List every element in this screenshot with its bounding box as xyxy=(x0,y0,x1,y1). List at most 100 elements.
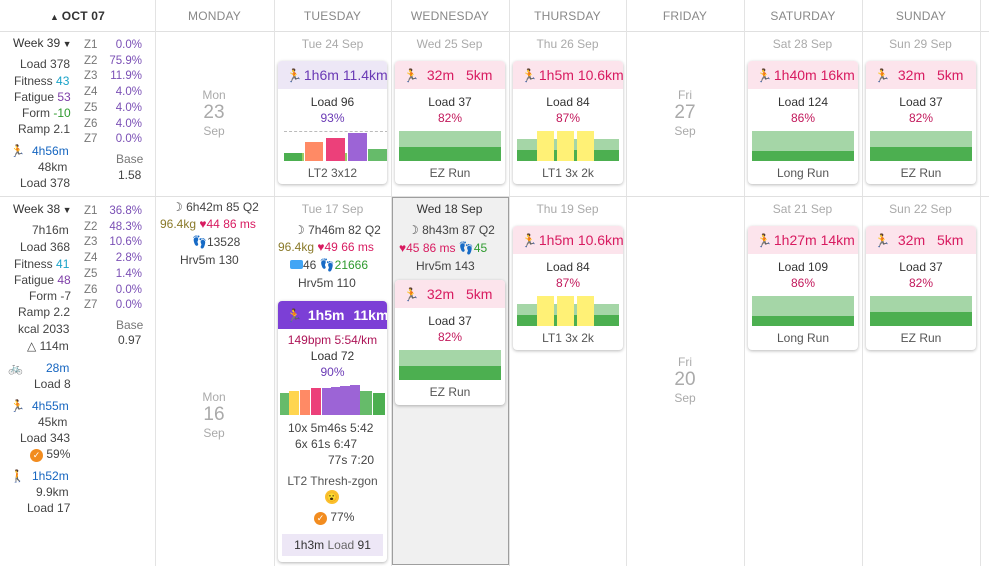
walk-distance: 9.9km xyxy=(36,485,69,499)
zone-value: 1.4% xyxy=(115,267,142,280)
date-thu-19: Thu 19 Sep xyxy=(536,202,599,216)
date-sun-22: Sun 22 Sep xyxy=(889,202,952,216)
bike-icon: 🚲 xyxy=(8,361,23,375)
activity-card-thu-19[interactable]: 🏃 1h5m 10.6km Load 84 87% LT1 3x 2k xyxy=(513,226,623,350)
run-distance: 48km xyxy=(38,160,68,174)
zone-label: Z7 xyxy=(84,133,98,146)
walk-time: 1h52m xyxy=(32,469,69,483)
hrv5-tue-17: Hrv5m 110 xyxy=(298,276,356,290)
zone-bars xyxy=(399,350,503,380)
fatigue: Fatigue 53 xyxy=(14,90,71,104)
week-38-summary: Week 38 ▼ 7h16m Load 368 Fitness 41 Fati… xyxy=(0,197,155,566)
activity-card-wed-25[interactable]: 🏃 32m 5km Load 37 82% EZ Run xyxy=(395,61,505,184)
zone-bars xyxy=(399,131,503,161)
week-38-toggle[interactable]: Week 38 ▼ xyxy=(13,202,72,216)
moon-icon: ☽ xyxy=(172,200,183,214)
zone-label: Z5 xyxy=(84,101,98,114)
activity-card-sun-22[interactable]: 🏃 32m 5km Load 37 82% EZ Run xyxy=(866,226,976,350)
zone-label: Z7 xyxy=(84,299,98,312)
day-fri-27[interactable]: Fri 27 Sep xyxy=(674,88,696,138)
moon-icon: ☽ xyxy=(294,223,305,237)
zone-value: 0.0% xyxy=(115,133,142,146)
zone-label: Z1 xyxy=(84,39,98,51)
run-icon: 🏃 xyxy=(286,68,303,83)
sleep-tue-17: ☽ 7h46m 82 Q2 xyxy=(294,223,381,237)
zone-value: 4.0% xyxy=(115,101,142,114)
base-value: 1.58 xyxy=(118,168,142,182)
zone-value: 75.9% xyxy=(109,54,142,67)
zone-label: Z2 xyxy=(84,220,98,233)
steps-icon: 👣 xyxy=(319,258,335,272)
rest-tue-17: 46 👣21666 xyxy=(290,258,368,272)
run-icon: 🏃 xyxy=(874,233,891,248)
week-39-toggle[interactable]: Week 39 ▼ xyxy=(13,36,72,50)
date-sat-21: Sat 21 Sep xyxy=(772,202,833,216)
activity-card-wed-18[interactable]: 🏃 32m 5km Load 37 82% EZ Run xyxy=(395,280,505,405)
day-mon-23[interactable]: Mon 23 Sep xyxy=(202,88,226,138)
zone-bars xyxy=(870,131,974,161)
zone-value: 0.0% xyxy=(115,39,142,51)
month-label: OCT 07 xyxy=(61,9,106,23)
feel-pct: ✓ 77% xyxy=(314,510,354,525)
day-mon-16[interactable]: Mon 16 Sep xyxy=(202,390,226,440)
week-load: Load 378 xyxy=(20,57,71,71)
wellness-wed-18: ♥45 86 ms 👣45 xyxy=(399,241,488,255)
date-wed-25: Wed 25 Sep xyxy=(416,37,483,51)
activity-card-sat-28[interactable]: 🏃 1h40m 16km Load 124 86% Long Run xyxy=(748,61,858,184)
zone-label: Z4 xyxy=(84,86,98,99)
run-icon: 🏃 xyxy=(874,68,891,83)
steps-mon-16: 👣13528 xyxy=(192,235,241,249)
run-icon: 🏃 xyxy=(403,287,420,302)
activity-card-sun-29[interactable]: 🏃 32m 5km Load 37 82% EZ Run xyxy=(866,61,976,184)
zone-label: Z4 xyxy=(84,252,98,265)
run-time: 4h56m xyxy=(32,144,69,158)
zone-value: 4.0% xyxy=(115,117,142,130)
moon-icon: ☽ xyxy=(408,223,419,237)
form: Form -7 xyxy=(29,289,71,303)
zone-bars xyxy=(752,131,856,161)
day-header-monday: MONDAY xyxy=(188,9,241,23)
day-header-sunday: SUNDAY xyxy=(895,9,947,23)
check-icon: ✓ xyxy=(30,449,43,462)
run-icon: 🏃 xyxy=(756,68,773,83)
run-icon: 🏃 xyxy=(756,233,773,248)
activity-card-tue-17[interactable]: 🏃 1h5m 11km 149bpm 5:54/km Load 72 90% 1… xyxy=(278,301,387,562)
fitness: Fitness 43 xyxy=(14,74,70,88)
run-icon: 🏃 xyxy=(10,399,25,413)
walk-load: Load 17 xyxy=(27,501,71,515)
day-header-wednesday: WEDNESDAY xyxy=(410,9,490,23)
card-footer: 1h3m Load 91 xyxy=(282,534,383,556)
heart-icon: ♥ xyxy=(199,217,207,231)
activity-card-sat-21[interactable]: 🏃 1h27m 14km Load 109 86% Long Run xyxy=(748,226,858,350)
week-time: 7h16m xyxy=(32,223,69,237)
zone-value: 11.9% xyxy=(110,70,142,83)
zone-bars xyxy=(517,296,621,326)
heart-icon: ♥ xyxy=(317,240,325,254)
bike-load: Load 8 xyxy=(34,377,71,391)
check-icon: ✓ xyxy=(314,512,327,525)
date-sun-29: Sun 29 Sep xyxy=(889,37,952,51)
week-39-summary: Week 39 ▼ Load 378 Fitness 43 Fatigue 53… xyxy=(0,32,155,196)
zone-value: 48.3% xyxy=(109,220,142,233)
date-sat-28: Sat 28 Sep xyxy=(772,37,833,51)
zone-label: Z6 xyxy=(84,117,98,130)
run-icon: 🏃 xyxy=(286,308,303,323)
month-selector[interactable]: ▲ OCT 07 xyxy=(0,0,155,32)
bike-time: 28m xyxy=(46,361,70,375)
sleep-wed-18: ☽ 8h43m 87 Q2 xyxy=(408,223,495,237)
form: Form -10 xyxy=(22,106,71,120)
run-icon: 🏃 xyxy=(10,144,25,158)
zone-label: Z6 xyxy=(84,283,98,296)
zone-value: 4.0% xyxy=(115,86,142,99)
zone-label: Z3 xyxy=(84,70,98,83)
rest-icon xyxy=(290,260,303,269)
run-icon: 🏃 xyxy=(521,68,538,83)
day-fri-20[interactable]: Fri 20 Sep xyxy=(674,355,696,405)
activity-card-tue-24[interactable]: 🏃 1h6m 11.4km Load 96 93% LT2 3x12 xyxy=(278,61,387,184)
elevation: △ 114m xyxy=(27,339,69,353)
activity-card-thu-26[interactable]: 🏃 1h5m 10.6km Load 84 87% LT1 3x 2k xyxy=(513,61,623,184)
date-thu-26: Thu 26 Sep xyxy=(536,37,599,51)
fatigue: Fatigue 48 xyxy=(14,273,71,287)
day-header-saturday: SATURDAY xyxy=(770,9,836,23)
calendar-header: ▲ OCT 07 MONDAY TUESDAY WEDNESDAY THURSD… xyxy=(0,0,989,32)
